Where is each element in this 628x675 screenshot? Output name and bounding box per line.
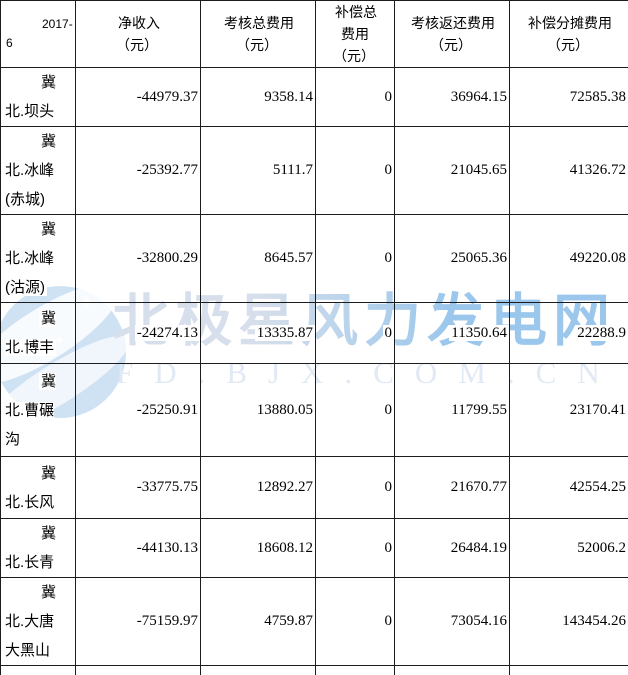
value-cell: 26484.19 — [395, 519, 510, 578]
value-cell: 11350.64 — [395, 303, 510, 364]
value-cell: 0 — [316, 215, 395, 303]
value-cell: 18608.12 — [201, 519, 316, 578]
value-cell: 143454.26 — [510, 578, 628, 666]
table-row: 冀 北.坝头 -44979.37 9358.14 0 36964.15 7258… — [1, 68, 628, 127]
table-row: 冀 北.长青 -44130.13 18608.12 0 26484.19 520… — [1, 519, 628, 578]
value-cell: 9358.14 — [201, 68, 316, 127]
value-cell: -32800.29 — [76, 215, 201, 303]
header-cell-assessment-fee: 考核总费用 （元） — [201, 1, 316, 68]
value-cell: 23170.41 — [510, 364, 628, 457]
header-cell-compensation-share: 补偿分摊费用 （元） — [510, 1, 628, 68]
value-cell: -33775.75 — [76, 457, 201, 519]
value-cell: 11799.55 — [395, 364, 510, 457]
row-label-cell: 冀 北.博丰 — [1, 303, 76, 364]
value-cell: 42554.25 — [510, 457, 628, 519]
table-row: 冀 北.博丰 -24274.13 13335.87 0 11350.64 222… — [1, 303, 628, 364]
value-cell: 0 — [316, 457, 395, 519]
value-cell: 41326.72 — [510, 127, 628, 215]
value-cell: 0 — [316, 519, 395, 578]
table-row: 冀 北.曹碾 沟 -25250.91 13880.05 0 11799.55 2… — [1, 364, 628, 457]
value-cell: -44130.13 — [76, 519, 201, 578]
header-cell-assessment-return: 考核返还费用 （元） — [395, 1, 510, 68]
value-cell: 13880.05 — [201, 364, 316, 457]
table-row: 冀 北.冰峰 (沽源) -32800.29 8645.57 0 25065.36… — [1, 215, 628, 303]
row-label-cell: 冀 北.长青 — [1, 519, 76, 578]
value-cell: 36964.15 — [395, 68, 510, 127]
value-cell: 73054.16 — [395, 578, 510, 666]
row-label-cell: 冀 北.大唐 大黑山 — [1, 578, 76, 666]
value-cell: 8645.57 — [201, 215, 316, 303]
row-label-cell: 冀 北.冰峰 (沽源) — [1, 215, 76, 303]
header-cell-net-income: 净收入 （元） — [76, 1, 201, 68]
header-cell-compensation-fee: 补偿总 费用 （元） — [316, 1, 395, 68]
value-cell: 0 — [316, 578, 395, 666]
value-cell: 0 — [316, 364, 395, 457]
value-cell: 21670.77 — [395, 457, 510, 519]
row-label-cell: 冀 北.坝头 — [1, 68, 76, 127]
value-cell: 49220.08 — [510, 215, 628, 303]
value-cell: 0 — [316, 68, 395, 127]
value-cell: 13335.87 — [201, 303, 316, 364]
row-label-cell: 冀 北.冰峰 (赤城) — [1, 127, 76, 215]
value-cell: 5111.7 — [201, 127, 316, 215]
value-cell: 4759.87 — [201, 578, 316, 666]
value-cell: -24274.13 — [76, 303, 201, 364]
value-cell: -25250.91 — [76, 364, 201, 457]
value-cell: -75159.97 — [76, 578, 201, 666]
table-row: 冀 北.冰峰 (赤城) -25392.77 5111.7 0 21045.65 … — [1, 127, 628, 215]
value-cell: 72585.38 — [510, 68, 628, 127]
value-cell: -44979.37 — [76, 68, 201, 127]
row-label-cell: 冀 北.曹碾 沟 — [1, 364, 76, 457]
value-cell: -25392.77 — [76, 127, 201, 215]
header-row: 2017- 6 净收入 （元） 考核总费用 （元） 补偿总 费用 （元） 考核返… — [1, 1, 628, 68]
value-cell: 0 — [316, 127, 395, 215]
value-cell: 12892.27 — [201, 457, 316, 519]
value-cell: 25065.36 — [395, 215, 510, 303]
value-cell: 52006.2 — [510, 519, 628, 578]
value-cell: 21045.65 — [395, 127, 510, 215]
value-cell: 0 — [316, 303, 395, 364]
table-row: 冀 北.大唐 大黑山 -75159.97 4759.87 0 73054.16 … — [1, 578, 628, 666]
corner-cell: 2017- 6 — [1, 1, 76, 68]
table-row: 冀 北.长风 -33775.75 12892.27 0 21670.77 425… — [1, 457, 628, 519]
value-cell: 22288.9 — [510, 303, 628, 364]
partial-row — [1, 666, 628, 675]
row-label-cell: 冀 北.长风 — [1, 457, 76, 519]
